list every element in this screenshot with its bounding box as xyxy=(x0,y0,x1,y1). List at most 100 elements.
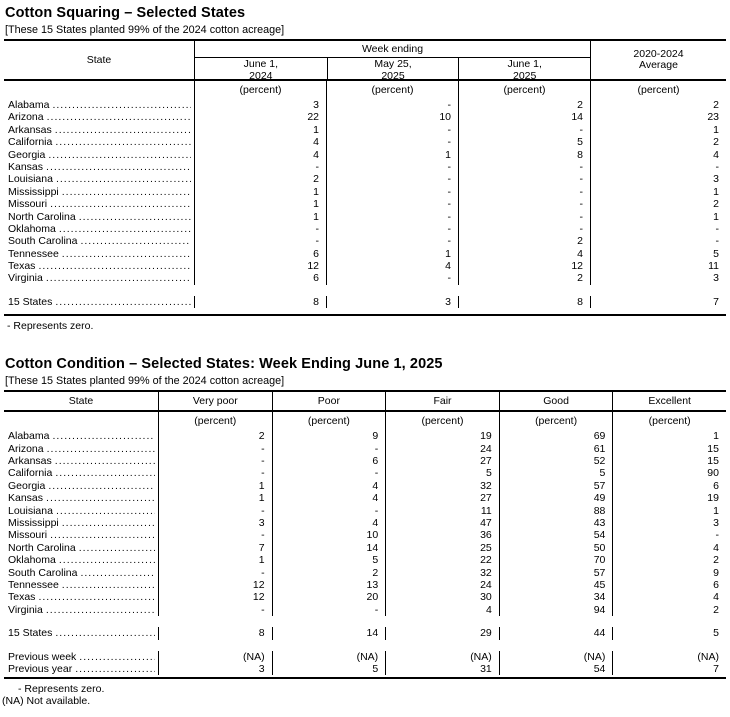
condition-title: Cotton Condition – Selected States: Week… xyxy=(5,356,443,373)
table-row: Missouri1--2 xyxy=(4,198,726,211)
value-cell: 1 xyxy=(194,198,326,211)
value-cell: 3 xyxy=(590,173,726,186)
value-cell: 5 xyxy=(590,247,726,261)
value-cell: 1 xyxy=(590,185,726,199)
value-cell: 2 xyxy=(458,99,590,112)
value-cell: 6 xyxy=(612,578,726,592)
dot-leader xyxy=(55,467,155,479)
row-label: Alabama xyxy=(4,430,158,442)
condition-section: Cotton Condition – Selected States: Week… xyxy=(0,356,730,707)
table-row: Kansas14274919 xyxy=(4,492,726,505)
value-cell: (NA) xyxy=(498,650,613,663)
value-cell: 5 xyxy=(612,627,726,640)
value-cell: - xyxy=(458,123,590,137)
value-cell: 3 xyxy=(194,99,326,112)
unit-label: (percent) xyxy=(498,412,613,431)
row-label: Arkansas xyxy=(4,124,194,136)
row-label: Georgia xyxy=(4,149,194,161)
squaring-section: Cotton Squaring – Selected States [These… xyxy=(0,5,730,332)
value-cell: 5 xyxy=(498,467,613,480)
table-row: 15 States81429445 xyxy=(4,627,726,640)
row-label: Georgia xyxy=(4,480,158,492)
row-label: Alabama xyxy=(4,99,194,111)
column-group-header: Week ending xyxy=(195,41,590,58)
row-label: Texas xyxy=(4,591,158,603)
value-cell: 32 xyxy=(385,566,499,579)
value-cell: - xyxy=(326,210,458,223)
value-cell: 23 xyxy=(590,111,726,124)
table-row: Arizona22101423 xyxy=(4,111,726,124)
value-cell: 54 xyxy=(498,529,613,542)
value-cell: - xyxy=(271,603,386,617)
value-cell: 44 xyxy=(498,627,613,640)
value-cell: 6 xyxy=(271,455,386,468)
dot-leader xyxy=(80,235,191,247)
value-cell: 88 xyxy=(498,504,613,517)
value-cell: 12 xyxy=(458,260,590,273)
dot-leader xyxy=(80,567,155,579)
value-cell: 7 xyxy=(590,295,726,309)
value-cell: 1 xyxy=(326,247,458,261)
dot-leader xyxy=(59,554,155,566)
column-header-poor: Poor xyxy=(271,392,386,411)
condition-footnote-na: (NA) Not available. xyxy=(2,695,91,708)
value-cell: 7 xyxy=(158,541,272,555)
value-cell: - xyxy=(271,442,386,456)
value-cell: 54 xyxy=(498,662,613,676)
value-cell: - xyxy=(326,222,458,236)
value-cell: - xyxy=(326,272,458,285)
value-cell: (NA) xyxy=(271,650,386,663)
value-cell: - xyxy=(326,160,458,174)
value-cell: 57 xyxy=(498,479,613,493)
squaring-table-header: State Week ending June 1, 2024 May 25, 2… xyxy=(4,41,726,81)
value-cell: 19 xyxy=(385,430,499,443)
dot-leader xyxy=(75,663,155,675)
value-cell: 3 xyxy=(158,662,272,676)
value-cell: - xyxy=(590,235,726,248)
condition-footnote-zero: - Represents zero. xyxy=(18,683,105,696)
value-cell: - xyxy=(194,222,326,236)
value-cell: 15 xyxy=(612,442,726,456)
row-label: Arkansas xyxy=(4,455,158,467)
value-cell: 7 xyxy=(612,662,726,676)
value-cell: 22 xyxy=(194,111,326,124)
value-cell: - xyxy=(458,160,590,174)
value-cell: 43 xyxy=(498,516,613,530)
value-cell: 3 xyxy=(326,295,458,309)
table-row: Louisiana2--3 xyxy=(4,173,726,186)
value-cell: 69 xyxy=(498,430,613,443)
value-cell: 8 xyxy=(194,295,326,309)
dot-leader xyxy=(52,99,191,111)
value-cell: 4 xyxy=(271,492,386,505)
value-cell: 14 xyxy=(271,627,386,640)
row-label: Louisiana xyxy=(4,505,158,517)
value-cell: 9 xyxy=(271,430,386,443)
table-row: Kansas---- xyxy=(4,160,726,174)
value-cell: 22 xyxy=(385,554,499,567)
row-label: Oklahoma xyxy=(4,554,158,566)
value-cell: 5 xyxy=(385,467,499,480)
column-header-good: Good xyxy=(498,392,613,411)
row-label: California xyxy=(4,136,194,148)
value-cell: 90 xyxy=(612,467,726,480)
unit-row: (percent) (percent) (percent) (percent) … xyxy=(4,412,726,431)
value-cell: 10 xyxy=(326,111,458,124)
value-cell: 15 xyxy=(612,455,726,468)
value-cell: - xyxy=(194,160,326,174)
dot-leader xyxy=(55,627,155,639)
value-cell: - xyxy=(271,504,386,517)
value-cell: - xyxy=(326,136,458,149)
value-cell: 6 xyxy=(194,247,326,261)
value-cell: 70 xyxy=(498,554,613,567)
value-cell: - xyxy=(158,566,272,579)
dot-leader xyxy=(62,579,155,591)
row-label: Missouri xyxy=(4,198,194,210)
unit-label: (percent) xyxy=(590,81,726,99)
row-label: Texas xyxy=(4,260,194,272)
row-label: Missouri xyxy=(4,529,158,541)
row-label: Arizona xyxy=(4,111,194,123)
squaring-title: Cotton Squaring – Selected States xyxy=(5,5,246,21)
dot-leader xyxy=(62,248,191,260)
